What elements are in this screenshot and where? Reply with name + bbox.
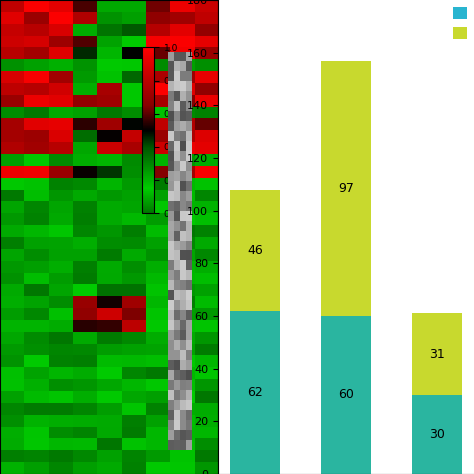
Legend: , : , [453,7,467,40]
Text: 30: 30 [429,428,445,441]
Text: 97: 97 [338,182,354,195]
Bar [230,311,280,474]
Bar [321,61,371,316]
Bar [412,313,462,395]
Bar [230,190,280,311]
Bar [412,395,462,474]
Text: 31: 31 [429,348,445,361]
Text: 62: 62 [247,386,263,399]
Text: 60: 60 [338,389,354,401]
Text: 46: 46 [247,244,263,256]
Bar [321,316,371,474]
